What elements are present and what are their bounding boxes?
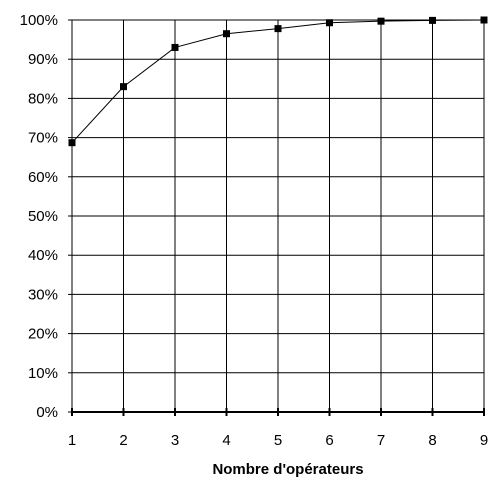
series [68, 16, 488, 147]
x-tick-label: 3 [171, 432, 179, 449]
data-point-marker [480, 16, 488, 24]
data-point-marker [223, 30, 230, 38]
y-tick-label: 70% [28, 130, 58, 147]
x-tick-label: 4 [222, 432, 230, 449]
y-tick-label: 30% [28, 286, 58, 303]
x-axis-title: Nombre d'opérateurs [212, 461, 363, 478]
data-point-marker [68, 139, 76, 147]
x-tick-label: 6 [325, 432, 333, 449]
data-point-marker [377, 17, 385, 25]
x-tick-label: 9 [480, 432, 488, 449]
data-point-marker [326, 19, 333, 27]
y-tick-label: 0% [36, 404, 58, 421]
x-tick-labels: 1 2 3 4 5 6 7 8 9 [68, 432, 488, 449]
y-tick-label: 40% [28, 247, 58, 264]
y-tick-label: 20% [28, 326, 58, 343]
y-tick-labels: 0% 10% 20% 30% 40% 50% 60% 70% 80% 90% 100% [20, 12, 58, 421]
x-tick-label: 1 [68, 432, 76, 449]
y-tick-label: 80% [28, 90, 58, 107]
y-tick-label: 90% [28, 51, 58, 68]
x-tick-label: 8 [428, 432, 436, 449]
data-point-marker [120, 83, 127, 91]
y-tick-label: 50% [28, 208, 58, 225]
data-point-marker [171, 43, 179, 51]
data-point-marker [274, 25, 282, 33]
x-tick-label: 2 [119, 432, 127, 449]
data-point-marker [429, 16, 436, 24]
x-tick-label: 7 [377, 432, 385, 449]
y-tick-label: 100% [20, 12, 58, 29]
axes [68, 19, 485, 416]
y-tick-label: 60% [28, 169, 58, 186]
y-tick-label: 10% [28, 365, 58, 382]
x-tick-label: 5 [274, 432, 282, 449]
